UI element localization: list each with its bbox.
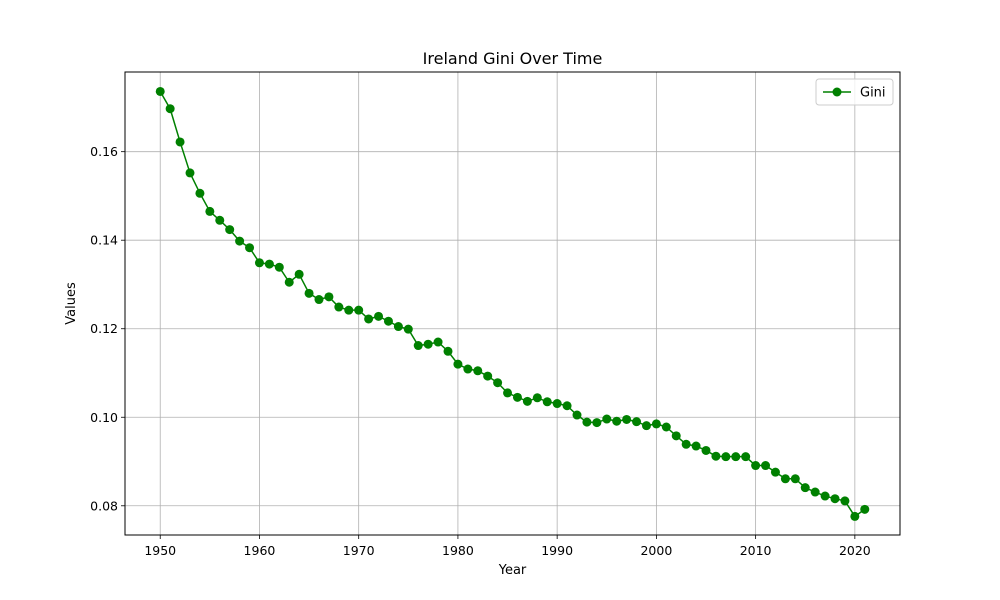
x-axis-label: Year (498, 563, 527, 578)
data-point (443, 346, 453, 356)
data-point (602, 414, 612, 424)
data-point (294, 269, 304, 279)
data-point (215, 215, 225, 225)
data-point (612, 416, 622, 426)
data-point (195, 188, 205, 198)
data-point (562, 401, 572, 411)
data-point (830, 494, 840, 504)
grid-lines (125, 72, 900, 535)
y-tick-label: 0.16 (90, 144, 118, 159)
x-tick-label: 1970 (343, 543, 375, 558)
data-point (304, 288, 314, 298)
plot-frame (124, 71, 901, 536)
x-axis-ticks: 1950 1960 1970 1980 1990 2000 2010 2020 (144, 535, 871, 558)
data-point (413, 341, 423, 351)
data-point (205, 206, 215, 216)
y-tick-label: 0.14 (90, 233, 118, 248)
data-point (463, 364, 473, 374)
data-point (274, 262, 284, 272)
chart-title: Ireland Gini Over Time (423, 49, 603, 68)
data-point (820, 491, 830, 501)
data-point (532, 393, 542, 403)
data-point (751, 461, 761, 471)
data-point (423, 339, 433, 349)
data-point (473, 366, 483, 376)
data-point (721, 452, 731, 462)
data-point (582, 417, 592, 427)
y-axis-ticks: 0.08 0.10 0.12 0.14 0.16 (90, 144, 125, 513)
data-point (691, 441, 701, 451)
data-point (632, 417, 642, 427)
data-point (175, 137, 185, 147)
data-point (185, 168, 195, 178)
data-point (393, 322, 403, 332)
legend-box (815, 78, 894, 106)
data-point (364, 314, 374, 324)
data-point (572, 410, 582, 420)
x-tick-label: 2000 (640, 543, 672, 558)
data-point (483, 371, 493, 381)
data-point (503, 388, 513, 398)
data-point (314, 295, 324, 305)
legend-label-gini: Gini (860, 86, 886, 101)
data-point (661, 422, 671, 432)
data-point (374, 311, 384, 321)
y-tick-label: 0.08 (90, 498, 118, 513)
data-point (731, 452, 741, 462)
data-point (810, 487, 820, 497)
data-point (701, 445, 711, 455)
data-point (790, 474, 800, 484)
data-point (254, 258, 264, 268)
data-point (592, 418, 602, 428)
data-point (403, 324, 413, 334)
data-point (522, 396, 532, 406)
x-tick-label: 1990 (541, 543, 573, 558)
data-point (800, 483, 810, 493)
data-point (622, 414, 632, 424)
data-point (354, 305, 364, 315)
data-point (860, 504, 870, 514)
x-tick-label: 1980 (442, 543, 474, 558)
data-point (651, 419, 661, 429)
data-point (641, 421, 651, 431)
y-tick-label: 0.12 (90, 321, 118, 336)
data-point (284, 277, 294, 287)
x-tick-label: 2020 (839, 543, 871, 558)
y-axis-label: Values (64, 282, 79, 325)
data-point (383, 316, 393, 326)
data-point (155, 86, 165, 96)
data-point (741, 452, 751, 462)
data-point (671, 431, 681, 441)
data-point (433, 337, 443, 347)
legend: Gini (815, 78, 894, 106)
data-point (681, 439, 691, 449)
data-point (850, 511, 860, 521)
data-point (344, 305, 354, 315)
y-tick-label: 0.10 (90, 410, 118, 425)
data-point (324, 292, 334, 302)
data-point (165, 104, 175, 114)
x-tick-label: 1950 (144, 543, 176, 558)
data-point (770, 467, 780, 477)
data-point (780, 474, 790, 484)
data-point (552, 399, 562, 409)
data-point (542, 397, 552, 407)
series-layer (155, 86, 870, 521)
data-point (245, 243, 255, 253)
data-point (235, 236, 245, 246)
data-point (493, 378, 503, 388)
legend-marker-swatch (832, 87, 842, 97)
data-point (761, 461, 771, 471)
data-point (334, 302, 344, 312)
data-point (453, 359, 463, 369)
data-point (840, 496, 850, 506)
data-point (264, 259, 274, 269)
data-point (225, 225, 235, 235)
x-tick-label: 2010 (740, 543, 772, 558)
x-tick-label: 1960 (244, 543, 276, 558)
data-point (711, 451, 721, 461)
data-point (512, 392, 522, 402)
